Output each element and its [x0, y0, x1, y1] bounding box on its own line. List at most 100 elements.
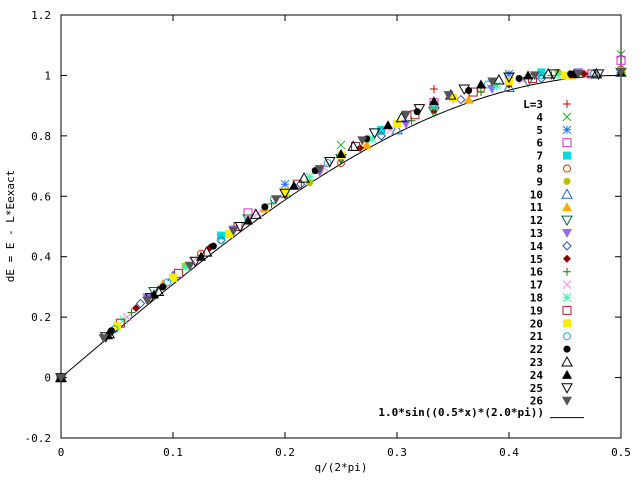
legend-label: 8: [536, 163, 543, 176]
data-point: [234, 222, 247, 233]
legend-label: 6: [536, 137, 543, 150]
data-point: [288, 180, 299, 190]
data-point: [271, 195, 282, 205]
data-point: [98, 334, 109, 344]
legend-label: 22: [530, 343, 543, 356]
data-point: [368, 128, 381, 139]
data-point: [56, 373, 66, 383]
data-point: [395, 111, 408, 123]
legend-marker: [562, 396, 572, 406]
data-point: [250, 208, 262, 219]
data-point: [200, 246, 213, 257]
legend-label: 11: [530, 201, 544, 214]
legend-label: 15: [530, 253, 543, 266]
data-point: [174, 268, 184, 278]
data-point: [592, 69, 605, 80]
data-point: [132, 304, 141, 313]
legend-label: 18: [530, 292, 543, 305]
data-point: [148, 286, 160, 298]
legend-label: 5: [536, 124, 543, 137]
data-point: [529, 71, 540, 81]
series-13: [56, 68, 584, 383]
data-point: [261, 203, 269, 211]
data-point: [209, 242, 217, 250]
data-point: [561, 71, 569, 80]
data-point: [616, 55, 626, 65]
data-point: [391, 123, 403, 135]
series-9: [57, 68, 562, 382]
legend-marker: [563, 100, 571, 108]
data-point: [568, 68, 579, 78]
legend-marker: [563, 345, 571, 353]
data-point: [503, 81, 515, 93]
data-point: [393, 119, 401, 128]
data-point: [476, 79, 486, 89]
series-15: [57, 69, 589, 382]
data-point: [376, 131, 387, 141]
legend-marker: [562, 293, 572, 302]
data-point: [347, 140, 360, 151]
data-point: [449, 94, 457, 103]
data-point: [477, 88, 485, 97]
data-point: [142, 296, 153, 306]
legend-label: L=3: [523, 98, 543, 111]
y-tick-label: 0.8: [31, 130, 51, 143]
y-tick-label: 1: [44, 69, 51, 82]
data-point: [590, 67, 603, 79]
data-point: [225, 230, 233, 239]
legend-label: 16: [530, 266, 544, 279]
x-tick-label: 0.5: [611, 446, 631, 459]
legend-curve-label: 1.0*sin((0.5*x)*(2.0*pi)): [378, 406, 544, 419]
data-point: [504, 69, 514, 79]
data-points: [55, 49, 627, 384]
data-point: [616, 68, 626, 78]
series-25: [55, 69, 605, 384]
data-point: [492, 81, 502, 91]
data-point: [547, 69, 560, 80]
series-17: [56, 69, 593, 382]
legend-label: 20: [530, 317, 543, 330]
legend-label: 4: [536, 111, 543, 124]
x-tick-label: 0.4: [499, 446, 519, 459]
x-tick-label: 0.2: [275, 446, 295, 459]
legend-label: 24: [530, 369, 544, 382]
data-point: [127, 308, 136, 317]
data-point: [515, 74, 523, 82]
x-tick-label: 0: [58, 446, 65, 459]
data-point: [463, 94, 474, 104]
data-point: [407, 116, 416, 125]
legend-marker: [562, 112, 572, 122]
legend-marker: [563, 267, 571, 276]
x-tick-label: 0.3: [387, 446, 407, 459]
legend-marker: [562, 280, 572, 289]
data-point: [228, 227, 239, 237]
legend-label: 10: [530, 188, 543, 201]
series-26: [56, 68, 626, 383]
legend-label: 19: [530, 304, 543, 317]
data-point: [159, 283, 167, 291]
legend-marker: [562, 125, 572, 135]
y-tick-label: 1.2: [31, 9, 51, 22]
data-point: [429, 85, 438, 94]
y-tick-label: 0.4: [31, 251, 51, 264]
series-19: [56, 69, 597, 383]
data-point: [323, 159, 332, 168]
x-tick-label: 0.1: [163, 446, 183, 459]
legend-label: 13: [530, 227, 543, 240]
data-point: [267, 199, 276, 208]
data-point: [616, 49, 626, 59]
legend-label: 7: [536, 150, 543, 163]
legend-marker: [561, 215, 573, 227]
legend-label: 25: [530, 382, 543, 395]
data-point: [458, 84, 471, 96]
axis-ticks: 0 0.1 0.2 0.3 0.4 0.5 -0.2 0 0.2 0.4 0.6 0.8 1 1.2: [25, 9, 631, 459]
legend-marker: [562, 369, 572, 379]
data-point: [279, 188, 291, 200]
legend-marker: [563, 151, 571, 160]
data-point: [305, 172, 314, 181]
data-point: [196, 251, 206, 261]
legend-marker: [562, 305, 572, 315]
data-point: [323, 157, 336, 168]
legend-label: 17: [530, 279, 543, 292]
legend-marker: [563, 164, 571, 173]
